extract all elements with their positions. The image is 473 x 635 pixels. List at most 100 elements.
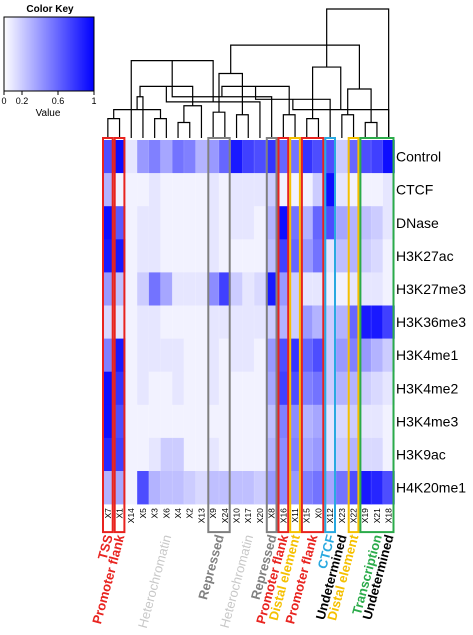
heatmap-cell bbox=[312, 239, 325, 273]
heatmap-cell bbox=[371, 371, 384, 406]
heatmap-cell bbox=[277, 239, 290, 273]
heatmap-cell bbox=[148, 471, 161, 505]
heatmap-cell bbox=[300, 437, 313, 472]
heatmap-cell bbox=[102, 305, 114, 339]
heatmap-cell bbox=[336, 437, 348, 472]
heatmap-cell bbox=[242, 305, 255, 339]
heatmap-cell bbox=[359, 471, 372, 505]
column-label: X4 bbox=[173, 508, 183, 519]
heatmap-cell bbox=[312, 338, 325, 372]
heatmap-cell bbox=[300, 404, 313, 439]
heatmap-cell bbox=[382, 206, 395, 240]
heatmap-cell bbox=[336, 272, 348, 306]
heatmap-cell bbox=[324, 140, 337, 174]
row-label: H3K4me2 bbox=[396, 380, 458, 396]
color-key-ticks: 0 0.2 0.6 1 bbox=[1, 91, 97, 106]
heatmap-cell bbox=[172, 206, 185, 240]
heatmap-cell bbox=[113, 338, 126, 372]
heatmap-cell bbox=[312, 272, 325, 306]
heatmap-cell bbox=[254, 371, 267, 406]
heatmap-cell bbox=[172, 371, 185, 406]
group-boxes bbox=[102, 137, 395, 534]
heatmap-cell bbox=[219, 239, 231, 273]
heatmap-cell bbox=[242, 206, 255, 240]
column-label: X23 bbox=[337, 508, 347, 523]
heatmap-cell bbox=[102, 437, 114, 472]
heatmap-cell bbox=[347, 305, 360, 339]
heatmap-cell bbox=[125, 338, 138, 372]
heatmap-cell bbox=[324, 305, 337, 339]
group-box bbox=[113, 137, 126, 534]
dendrogram-branch bbox=[306, 118, 320, 138]
heatmap-cell bbox=[172, 239, 185, 273]
heatmap-cell bbox=[137, 140, 150, 174]
heatmap-cell bbox=[312, 140, 325, 174]
heatmap-cell bbox=[137, 305, 150, 339]
heatmap-cell bbox=[347, 206, 360, 240]
heatmap-cell bbox=[125, 371, 138, 406]
heatmap-cell bbox=[125, 437, 138, 472]
dendrogram-branch bbox=[212, 111, 226, 138]
heatmap-cell bbox=[219, 140, 231, 174]
heatmap-cell bbox=[336, 206, 348, 240]
dendrogram-branch bbox=[326, 8, 390, 138]
column-label: X21 bbox=[372, 508, 382, 523]
dendrogram-branch bbox=[341, 114, 355, 138]
color-key-tick-label: 1 bbox=[91, 96, 96, 106]
heatmap-cell bbox=[230, 471, 243, 505]
heatmap-cell bbox=[265, 437, 278, 472]
heatmap-cell bbox=[207, 471, 220, 505]
dendrogram-branch bbox=[177, 121, 191, 138]
heatmap-cell bbox=[183, 437, 196, 472]
heatmap-cell bbox=[289, 272, 302, 306]
heatmap-cell bbox=[289, 471, 302, 505]
heatmap-cell bbox=[102, 404, 114, 439]
heatmap-cell bbox=[265, 239, 278, 273]
heatmap-cell bbox=[300, 471, 313, 505]
heatmap-cell bbox=[148, 338, 161, 372]
column-label: X5 bbox=[138, 508, 148, 519]
heatmap-cell bbox=[148, 239, 161, 273]
heatmap-cell bbox=[359, 272, 372, 306]
heatmap-cell bbox=[183, 272, 196, 306]
heatmap-cell bbox=[382, 404, 395, 439]
heatmap-cell bbox=[347, 272, 360, 306]
heatmap-cell bbox=[113, 173, 126, 207]
heatmap-cell bbox=[230, 404, 243, 439]
heatmap-cell bbox=[371, 437, 384, 472]
column-label: X11 bbox=[290, 508, 300, 523]
heatmap-cell bbox=[195, 140, 208, 174]
column-label: X1 bbox=[115, 508, 125, 519]
heatmap-cell bbox=[125, 305, 138, 339]
column-label: X24 bbox=[220, 508, 230, 523]
heatmap-cell bbox=[382, 173, 395, 207]
heatmap-cell bbox=[336, 338, 348, 372]
heatmap-cell bbox=[359, 305, 372, 339]
heatmap-cell bbox=[312, 471, 325, 505]
heatmap-cell bbox=[125, 404, 138, 439]
group-box bbox=[265, 137, 278, 534]
heatmap-cell bbox=[172, 272, 185, 306]
heatmap-cell bbox=[265, 206, 278, 240]
dendrogram-branch bbox=[312, 66, 342, 119]
heatmap-cell bbox=[137, 239, 150, 273]
dendrogram-branch bbox=[113, 109, 162, 119]
heatmap-cell bbox=[113, 305, 126, 339]
heatmap-cell bbox=[160, 371, 173, 406]
heatmap-cell bbox=[195, 206, 208, 240]
column-label: X14 bbox=[126, 508, 136, 523]
heatmap-cell bbox=[359, 371, 372, 406]
heatmap-cell bbox=[113, 471, 126, 505]
column-label: X17 bbox=[243, 508, 253, 523]
heatmap-cell bbox=[254, 305, 267, 339]
heatmap-cell bbox=[148, 140, 161, 174]
column-label: X18 bbox=[384, 508, 394, 523]
heatmap-cell bbox=[113, 239, 126, 273]
heatmap-cell bbox=[265, 371, 278, 406]
heatmap-cell bbox=[137, 404, 150, 439]
heatmap-cell bbox=[125, 206, 138, 240]
heatmap-cell bbox=[300, 305, 313, 339]
heatmap-cell bbox=[160, 239, 173, 273]
heatmap-cell bbox=[183, 338, 196, 372]
heatmap-cell bbox=[324, 371, 337, 406]
